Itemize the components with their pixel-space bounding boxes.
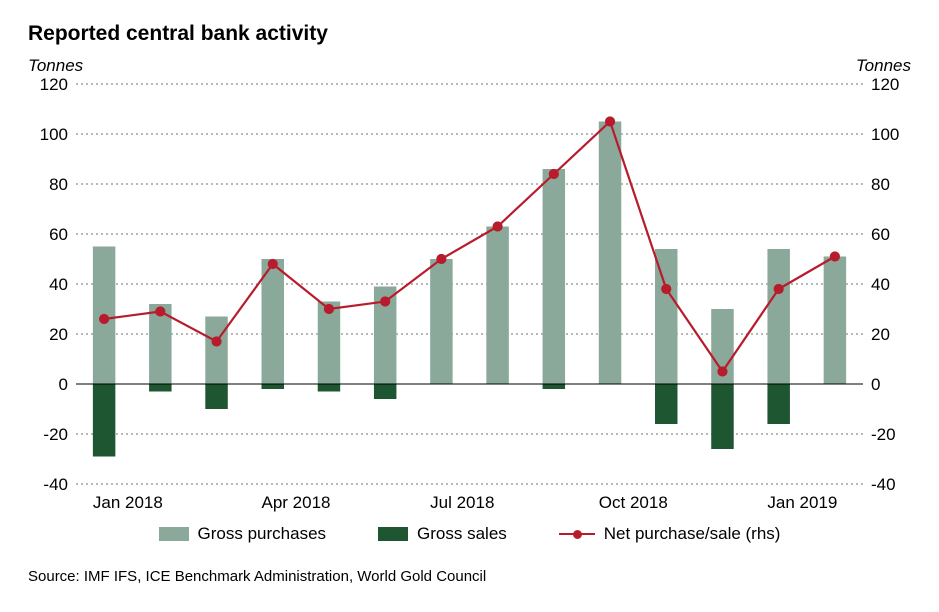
axis-titles-row: Tonnes Tonnes (28, 56, 911, 78)
x-tick-label: Apr 2018 (262, 493, 331, 512)
legend-item-purchases: Gross purchases (159, 524, 327, 544)
y-tick-left: 80 (49, 175, 68, 194)
net-marker (156, 307, 165, 316)
x-tick-label: Jan 2019 (767, 493, 837, 512)
x-tick-label: Jul 2018 (430, 493, 494, 512)
bar-gross-purchases (262, 259, 284, 384)
bar-gross-purchases (767, 249, 789, 384)
y-tick-left: 40 (49, 275, 68, 294)
bar-gross-sales (318, 384, 340, 392)
y-tick-right: 60 (871, 225, 890, 244)
y-tick-right: -20 (871, 425, 896, 444)
net-marker (606, 117, 615, 126)
y-tick-right: 40 (871, 275, 890, 294)
bar-gross-sales (93, 384, 115, 457)
y-tick-left: -40 (43, 475, 68, 494)
x-tick-label: Oct 2018 (599, 493, 668, 512)
chart-title: Reported central bank activity (28, 22, 911, 46)
bar-gross-purchases (543, 169, 565, 384)
legend-swatch-net (559, 527, 595, 541)
source-line: Source: IMF IFS, ICE Benchmark Administr… (28, 568, 911, 585)
net-marker (324, 305, 333, 314)
bar-gross-sales (711, 384, 733, 449)
legend-label-purchases: Gross purchases (198, 524, 327, 544)
y-axis-title-right: Tonnes (856, 56, 911, 76)
bar-gross-purchases (655, 249, 677, 384)
y-axis-title-left: Tonnes (28, 56, 83, 76)
bar-gross-sales (767, 384, 789, 424)
y-tick-right: 120 (871, 78, 899, 94)
legend-label-sales: Gross sales (417, 524, 507, 544)
y-tick-left: -20 (43, 425, 68, 444)
bar-gross-sales (262, 384, 284, 389)
y-tick-right: 100 (871, 125, 899, 144)
net-marker (493, 222, 502, 231)
y-tick-right: 0 (871, 375, 880, 394)
legend-label-net: Net purchase/sale (rhs) (604, 524, 781, 544)
bar-gross-sales (655, 384, 677, 424)
chart-page: Reported central bank activity Tonnes To… (0, 0, 939, 612)
net-marker (268, 260, 277, 269)
legend-swatch-purchases (159, 527, 189, 541)
y-tick-left: 60 (49, 225, 68, 244)
bar-gross-sales (374, 384, 396, 399)
chart-legend: Gross purchases Gross sales Net purchase… (28, 518, 911, 544)
net-marker (100, 315, 109, 324)
net-marker (437, 255, 446, 264)
bar-gross-purchases (486, 227, 508, 385)
bar-gross-sales (205, 384, 227, 409)
net-marker (718, 367, 727, 376)
legend-item-net: Net purchase/sale (rhs) (559, 524, 781, 544)
legend-item-sales: Gross sales (378, 524, 507, 544)
bar-gross-purchases (205, 317, 227, 385)
bar-gross-purchases (824, 257, 846, 385)
legend-swatch-sales (378, 527, 408, 541)
bar-gross-purchases (599, 122, 621, 385)
chart-svg: -40 -40 -20 -20 0 0 20 20 40 40 60 60 80 80 100 100 120 1… (28, 78, 911, 518)
net-marker (549, 170, 558, 179)
y-tick-right: 80 (871, 175, 890, 194)
y-tick-left: 0 (59, 375, 68, 394)
bar-gross-sales (149, 384, 171, 392)
y-tick-right: 20 (871, 325, 890, 344)
chart-plot-region: -40 -40 -20 -20 0 0 20 20 40 40 60 60 80 80 100 100 120 1… (28, 78, 911, 518)
bar-gross-purchases (430, 259, 452, 384)
net-marker (212, 337, 221, 346)
y-tick-left: 120 (40, 78, 68, 94)
y-tick-left: 100 (40, 125, 68, 144)
net-marker (381, 297, 390, 306)
y-tick-right: -40 (871, 475, 896, 494)
y-tick-left: 20 (49, 325, 68, 344)
net-marker (830, 252, 839, 261)
bar-gross-sales (543, 384, 565, 389)
net-marker (774, 285, 783, 294)
net-marker (662, 285, 671, 294)
x-tick-label: Jan 2018 (93, 493, 163, 512)
